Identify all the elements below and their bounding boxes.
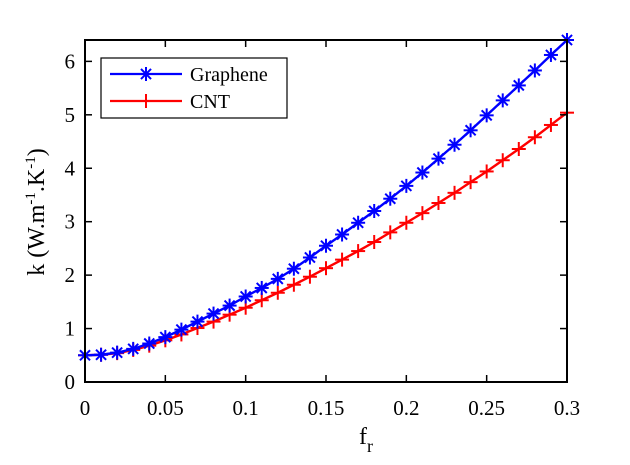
data-point-cnt [543, 117, 558, 132]
data-point-graphene [94, 347, 109, 362]
y-tick-label: 2 [65, 263, 76, 287]
legend: Graphene CNT [100, 57, 288, 119]
x-tick-label: 0.2 [393, 396, 419, 420]
x-tick-label: 0.05 [147, 396, 184, 420]
y-tick-label: 1 [65, 317, 76, 341]
data-point-cnt [367, 234, 382, 249]
axis-ticks: 0 0.05 0.1 0.15 0.2 0.25 0.3 0 1 2 3 4 5 6 [65, 40, 580, 420]
y-tick-label: 5 [65, 103, 76, 127]
data-point-graphene [286, 261, 301, 276]
data-point-cnt [270, 285, 285, 300]
series-line-cnt [84, 111, 568, 357]
data-point-graphene [319, 238, 333, 253]
data-point-graphene [126, 341, 141, 356]
x-tick-label: 0.1 [233, 396, 259, 420]
data-point-graphene [174, 322, 189, 337]
legend-label-graphene: Graphene [190, 64, 268, 86]
data-point-cnt [254, 293, 269, 308]
data-point-cnt [319, 261, 333, 276]
data-point-cnt [527, 130, 542, 145]
data-point-graphene [190, 314, 205, 329]
data-point-cnt [495, 153, 510, 168]
series-layer [78, 33, 574, 363]
data-point-graphene [238, 289, 253, 304]
data-point-graphene [270, 271, 285, 286]
data-point-cnt [383, 225, 398, 240]
y-tick-label: 6 [65, 49, 76, 73]
y-axis-title: k (W.m-1.K-1) [23, 148, 50, 275]
x-axis-title: fr [359, 424, 373, 456]
data-point-graphene [383, 191, 398, 206]
data-point-graphene [222, 298, 237, 313]
x-tick-label: 0 [80, 396, 91, 420]
data-point-graphene [399, 178, 414, 193]
data-point-cnt [286, 277, 301, 292]
data-point-graphene [431, 151, 446, 166]
legend-marker-symbol [139, 67, 153, 81]
data-point-graphene [158, 330, 173, 345]
y-tick-label: 0 [65, 370, 76, 394]
data-point-cnt [463, 175, 478, 190]
y-tick-label: 4 [65, 156, 76, 180]
data-point-graphene [302, 250, 317, 265]
data-point-cnt [415, 206, 430, 221]
data-point-graphene [511, 78, 526, 93]
data-point-graphene [415, 165, 430, 180]
data-point-graphene [254, 280, 269, 295]
data-point-graphene [527, 63, 542, 78]
data-point-graphene [479, 108, 494, 123]
legend-marker-graphene [139, 67, 153, 81]
legend-label-cnt: CNT [190, 91, 230, 113]
x-tick-label: 0.3 [554, 396, 580, 420]
data-point-cnt [447, 185, 462, 200]
legend-box [100, 57, 288, 119]
data-point-graphene [447, 137, 462, 152]
data-point-cnt [351, 244, 366, 259]
legend-marker-symbol [139, 94, 153, 108]
data-point-cnt [479, 164, 494, 179]
data-point-graphene [110, 345, 125, 360]
x-tick-label: 0.25 [468, 396, 505, 420]
data-point-graphene [142, 336, 157, 351]
legend-marker-cnt [139, 94, 153, 108]
data-point-graphene [335, 227, 350, 242]
data-point-cnt [335, 252, 350, 267]
data-point-cnt [399, 215, 414, 230]
data-point-graphene [463, 123, 478, 138]
data-point-graphene [543, 47, 558, 62]
data-point-cnt [302, 269, 317, 284]
x-tick-label: 0.15 [308, 396, 345, 420]
data-point-cnt [431, 195, 446, 210]
data-point-graphene [495, 93, 510, 108]
data-point-graphene [206, 306, 221, 321]
data-point-graphene [367, 204, 382, 218]
data-point-graphene [351, 215, 366, 230]
y-tick-label: 3 [65, 210, 76, 234]
data-point-cnt [511, 142, 526, 157]
